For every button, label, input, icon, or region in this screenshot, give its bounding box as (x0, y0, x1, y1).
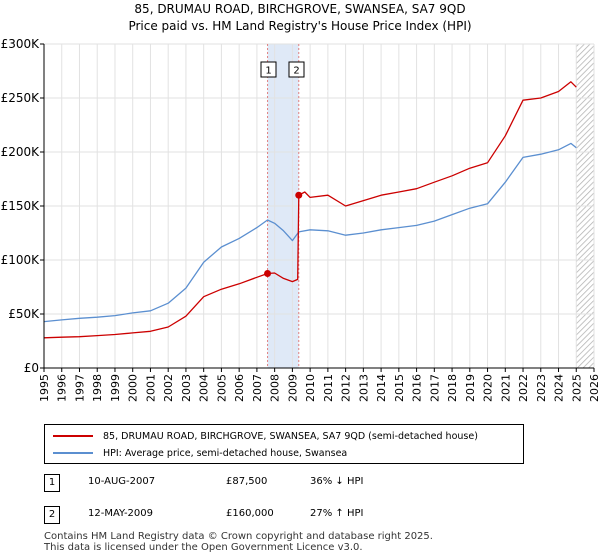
legend-label-property: 85, DRUMAU ROAD, BIRCHGROVE, SWANSEA, SA… (103, 430, 478, 442)
chart-subtitle: Price paid vs. HM Land Registry's House … (128, 19, 472, 33)
x-tick-label: 2020 (482, 374, 495, 402)
sale-point (264, 270, 272, 277)
legend-swatch-hpi (53, 452, 93, 454)
y-tick-label: £100K (1, 253, 41, 267)
x-tick-label: 2009 (286, 374, 299, 402)
x-tick-label: 2016 (411, 374, 424, 402)
x-tick-label: 2000 (127, 374, 140, 402)
legend-item-hpi: HPI: Average price, semi-detached house,… (45, 444, 347, 462)
x-tick-label: 1999 (109, 374, 122, 402)
y-tick-label: £50K (8, 307, 40, 321)
chart-title: 85, DRUMAU ROAD, BIRCHGROVE, SWANSEA, SA… (134, 2, 466, 16)
sale-hpi-diff: 36% ↓ HPI (310, 476, 364, 487)
x-tick-label: 2010 (304, 374, 317, 402)
sale-label-box (288, 61, 305, 78)
x-tick-label: 1997 (73, 374, 86, 402)
x-tick-label: 1996 (56, 374, 69, 402)
x-tick-label: 2003 (180, 374, 193, 402)
y-tick-label: £250K (1, 91, 41, 105)
legend-label-hpi: HPI: Average price, semi-detached house,… (103, 447, 348, 459)
x-tick-label: 2025 (570, 374, 583, 402)
y-tick-label: £150K (1, 199, 41, 213)
x-tick-label: 2017 (428, 374, 441, 402)
x-tick-label: 2021 (499, 374, 512, 402)
x-tick-label: 2022 (517, 374, 530, 402)
sale-label-text: 1 (265, 66, 271, 77)
x-tick-label: 2018 (446, 374, 459, 402)
legend-swatch-property (53, 435, 93, 437)
x-tick-label: 1998 (91, 374, 104, 402)
x-tick-label: 2002 (162, 374, 175, 402)
x-tick-label: 2014 (375, 374, 388, 402)
x-tick-label: 2019 (464, 374, 477, 402)
footer-licence: This data is licensed under the Open Gov… (44, 542, 363, 553)
x-tick-label: 2012 (340, 374, 353, 402)
legend: 85, DRUMAU ROAD, BIRCHGROVE, SWANSEA, SA… (44, 424, 524, 464)
sale-number-badge: 1 (44, 474, 60, 492)
sale-price: £160,000 (226, 508, 274, 519)
x-tick-label: 2015 (393, 374, 406, 402)
price-chart: 1 2 £0 £50K £100K £150K £200K £250K £300K 1995 199… (1, 37, 600, 402)
x-tick-label: 2005 (215, 374, 228, 402)
sale-date: 12-MAY-2009 (88, 508, 154, 519)
x-tick-label: 2013 (357, 374, 370, 402)
x-tick-label: 2023 (535, 374, 548, 402)
x-tick-label: 2008 (269, 374, 282, 402)
sale-price: £87,500 (226, 476, 268, 487)
legend-item-property: 85, DRUMAU ROAD, BIRCHGROVE, SWANSEA, SA… (45, 427, 478, 445)
x-tick-label: 2026 (588, 374, 600, 402)
sale-hpi-diff: 27% ↑ HPI (310, 508, 364, 519)
footer-copyright: Contains HM Land Registry data © Crown c… (44, 531, 433, 542)
sale-point (295, 191, 303, 199)
x-tick-label: 2011 (322, 374, 335, 402)
sale-date: 10-AUG-2007 (88, 476, 156, 487)
x-tick-label: 2004 (198, 374, 211, 402)
x-tick-label: 2006 (233, 374, 246, 402)
x-tick-label: 1995 (38, 374, 51, 402)
sale-number-badge: 2 (44, 506, 60, 524)
x-tick-label: 2001 (144, 374, 157, 402)
x-tick-label: 2007 (251, 374, 264, 402)
y-tick-label: £0 (24, 361, 39, 375)
sale-label-box (260, 61, 277, 78)
y-tick-label: £200K (1, 145, 41, 159)
x-tick-label: 2024 (553, 374, 566, 402)
sale-label-text: 2 (293, 66, 299, 77)
y-tick-label: £300K (1, 37, 41, 51)
